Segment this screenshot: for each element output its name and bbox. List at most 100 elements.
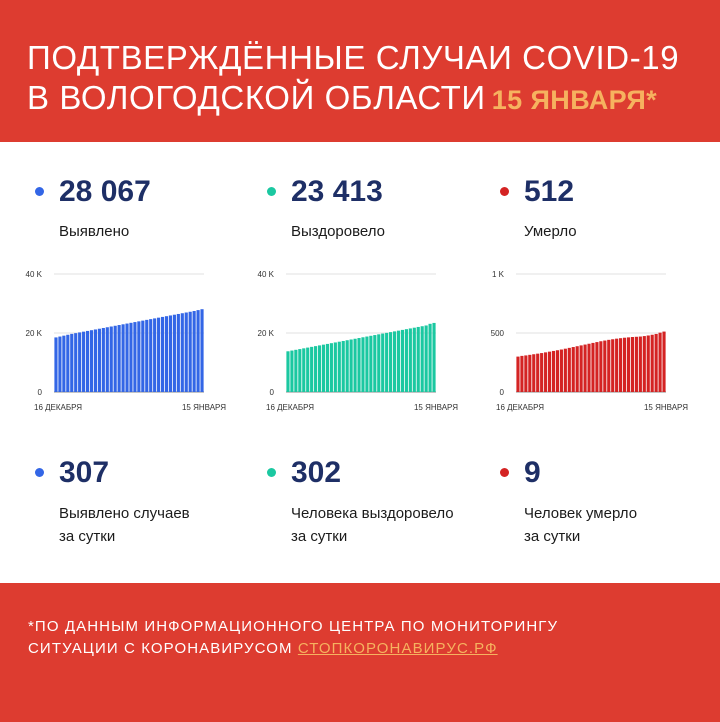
bar	[662, 331, 666, 392]
x-tick-label-end: 15 ЯНВАРЯ	[182, 403, 226, 412]
bar	[516, 356, 520, 392]
bar	[559, 349, 563, 392]
daily-recovered-label-line-1: Человека выздоровело	[291, 505, 454, 522]
recovered-bar-chart: 0 20 K 40 K 16 ДЕКАБРЯ 15 ЯНВАРЯ	[258, 270, 459, 412]
report-date: 15 ЯНВАРЯ*	[491, 85, 658, 115]
bar	[634, 336, 638, 392]
page-title-line-2: В ВОЛОГОДСКОЙ ОБЛАСТИ 15 ЯНВАРЯ*	[27, 78, 657, 120]
bar	[528, 354, 532, 392]
bar	[432, 322, 436, 392]
bar	[373, 335, 377, 392]
bar	[89, 330, 94, 392]
bar	[129, 322, 133, 392]
bar	[654, 333, 658, 392]
bar	[583, 344, 587, 392]
source-link[interactable]: СТОПКОРОНАВИРУС.РФ	[297, 640, 498, 657]
bar	[117, 325, 121, 392]
bar	[412, 327, 416, 392]
bar	[93, 329, 98, 392]
daily-deaths-value: 9	[524, 456, 541, 489]
blue-dot-icon	[35, 187, 44, 196]
detected-bar-chart: 0 20 K 40 K 16 ДЕКАБРЯ 15 ЯНВАРЯ	[26, 270, 227, 412]
bar	[325, 343, 330, 392]
bar	[345, 340, 349, 392]
bar	[404, 329, 408, 392]
y-tick-label: 20 K	[258, 329, 275, 338]
x-tick-label-start: 16 ДЕКАБРЯ	[266, 403, 314, 412]
total-recovered-label: Выздоровело	[291, 223, 386, 240]
total-recovered-value: 23 413	[291, 175, 383, 208]
bar	[611, 339, 615, 392]
bar	[420, 326, 424, 392]
stats-panel: 28 067 Выявлено 23 413 Выздоровело 512 У…	[0, 142, 720, 583]
bar	[70, 333, 74, 392]
bar	[626, 337, 631, 392]
y-tick-label: 0	[500, 388, 505, 397]
footer: *ПО ДАННЫМ ИНФОРМАЦИОННОГО ЦЕНТРА ПО МОН…	[0, 583, 720, 722]
daily-detected-label-line-2: за сутки	[59, 528, 116, 545]
bar	[78, 332, 82, 392]
bar	[329, 343, 333, 392]
bar	[638, 336, 642, 392]
bar	[650, 334, 654, 392]
bar	[302, 348, 306, 392]
bar	[349, 339, 353, 392]
bar	[607, 339, 611, 392]
bar	[424, 325, 428, 392]
total-deaths-value: 512	[524, 175, 575, 208]
bar	[575, 346, 579, 392]
bar	[137, 321, 141, 392]
bar	[622, 337, 627, 392]
total-deaths-label: Умерло	[524, 223, 577, 240]
bar	[544, 352, 548, 392]
bar	[524, 355, 528, 392]
teal-dot-icon	[267, 468, 276, 477]
bar	[286, 351, 290, 392]
bar	[294, 349, 298, 392]
bar	[290, 350, 294, 392]
bar	[333, 342, 337, 392]
daily-recovered-value: 302	[291, 456, 342, 489]
bar	[603, 340, 607, 392]
bar	[54, 337, 58, 392]
bar	[164, 316, 169, 392]
footnote-line-2: СИТУАЦИИ С КОРОНАВИРУСОМ СТОПКОРОНАВИРУС…	[28, 638, 498, 660]
bar	[113, 325, 117, 392]
bar	[121, 324, 125, 392]
bar	[125, 323, 129, 392]
bar	[642, 336, 646, 392]
bar	[619, 338, 623, 392]
bar	[357, 338, 361, 392]
bar	[157, 317, 161, 392]
bar	[337, 341, 341, 392]
x-tick-label-end: 15 ЯНВАРЯ	[414, 403, 458, 412]
bar	[321, 344, 326, 392]
x-tick-label-start: 16 ДЕКАБРЯ	[34, 403, 82, 412]
bar	[396, 330, 401, 392]
bar	[536, 353, 540, 392]
bar	[314, 346, 318, 392]
footnote-line-1: *ПО ДАННЫМ ИНФОРМАЦИОННОГО ЦЕНТРА ПО МОН…	[28, 618, 559, 635]
bar	[188, 311, 192, 392]
x-tick-label-start: 16 ДЕКАБРЯ	[496, 403, 544, 412]
bar	[153, 318, 157, 392]
bar	[196, 310, 200, 392]
bar	[599, 341, 603, 392]
bar	[66, 334, 70, 392]
bar	[105, 327, 109, 392]
bar	[180, 313, 184, 392]
bar	[540, 353, 544, 392]
page-title-region: В ВОЛОГОДСКОЙ ОБЛАСТИ	[27, 79, 486, 116]
y-tick-label: 40 K	[26, 270, 43, 279]
bar	[306, 347, 310, 392]
bar	[176, 313, 180, 392]
bar	[168, 315, 173, 392]
daily-recovered-label-line-2: за сутки	[291, 528, 348, 545]
bar	[101, 327, 105, 392]
bar	[369, 335, 373, 392]
daily-detected-label-line-1: Выявлено случаев	[59, 505, 190, 522]
bar	[145, 319, 149, 392]
bar	[389, 332, 393, 392]
teal-dot-icon	[267, 187, 276, 196]
bar	[392, 331, 397, 392]
